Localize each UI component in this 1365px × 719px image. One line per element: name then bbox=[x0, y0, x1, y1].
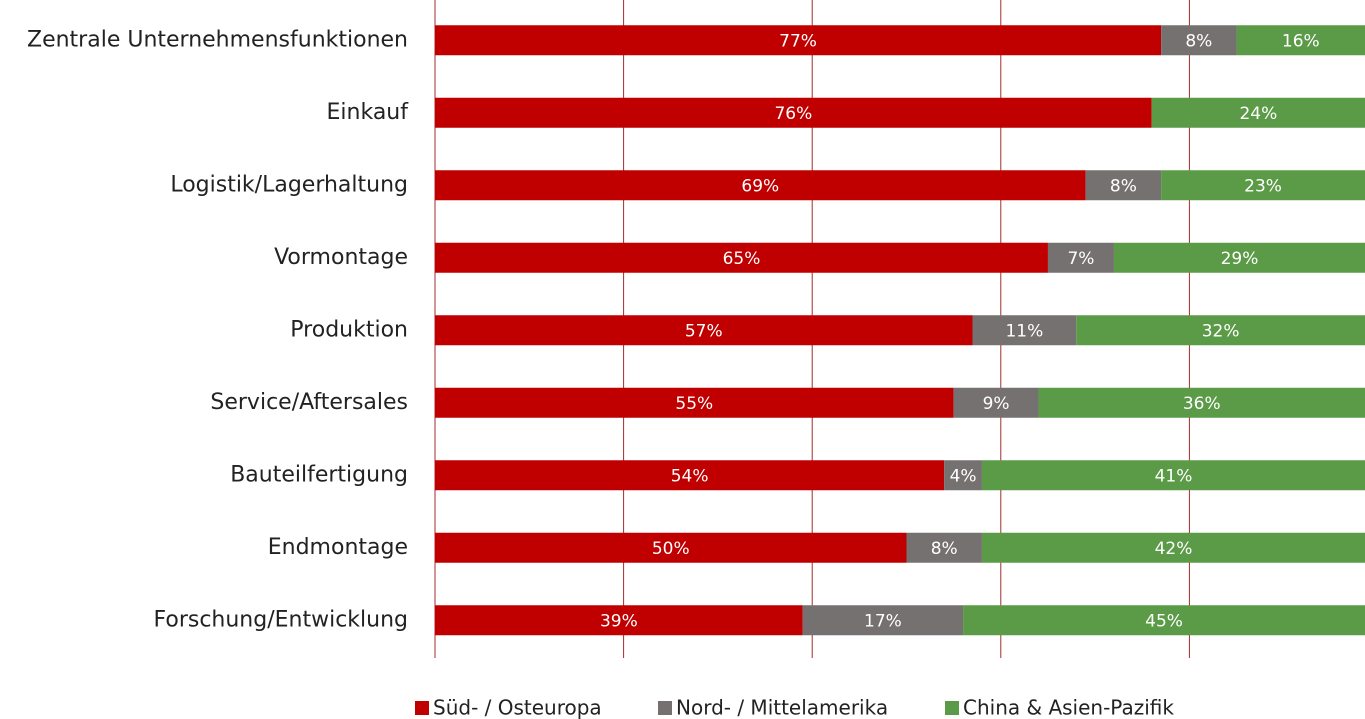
bar-segment bbox=[435, 605, 803, 636]
legend-label: China & Asien-Pazifik bbox=[963, 696, 1174, 719]
bar-segment bbox=[1113, 242, 1365, 273]
category-label: Forschung/Entwicklung bbox=[153, 607, 408, 632]
bar-segment bbox=[802, 605, 964, 636]
bar-segment bbox=[981, 460, 1365, 491]
bar-segment bbox=[906, 532, 982, 563]
bar-segment bbox=[972, 315, 1077, 346]
value-label: 57% bbox=[685, 321, 723, 341]
value-label: 16% bbox=[1282, 31, 1320, 51]
bar-segment bbox=[1076, 315, 1365, 346]
value-label: 29% bbox=[1221, 249, 1259, 269]
bar-segment bbox=[1161, 25, 1237, 56]
value-label: 55% bbox=[675, 394, 713, 414]
value-label: 76% bbox=[774, 104, 812, 124]
bar-segment bbox=[435, 387, 954, 418]
category-label: Bauteilfertigung bbox=[230, 462, 408, 487]
value-label: 77% bbox=[779, 31, 817, 51]
bar-segment bbox=[1085, 170, 1162, 201]
bar-segment bbox=[435, 97, 1152, 128]
value-label: 69% bbox=[741, 176, 779, 196]
bar-segment bbox=[435, 315, 973, 346]
value-label: 39% bbox=[600, 611, 638, 631]
category-label: Einkauf bbox=[327, 100, 410, 125]
legend-swatch bbox=[658, 701, 672, 715]
bar-segment bbox=[435, 242, 1048, 273]
bar-segment bbox=[435, 460, 945, 491]
value-label: 8% bbox=[1185, 31, 1212, 51]
category-label: Service/Aftersales bbox=[210, 390, 408, 415]
value-label: 36% bbox=[1183, 394, 1221, 414]
value-label: 8% bbox=[931, 539, 958, 559]
bar-segment bbox=[1151, 97, 1365, 128]
bar-segment bbox=[435, 532, 907, 563]
value-label: 41% bbox=[1155, 466, 1193, 486]
bar-segment bbox=[1236, 25, 1365, 56]
value-label: 24% bbox=[1239, 104, 1277, 124]
bar-segment bbox=[1047, 242, 1114, 273]
bar-segment bbox=[435, 25, 1162, 56]
category-label: Vormontage bbox=[274, 245, 408, 270]
legend-swatch bbox=[945, 701, 959, 715]
bar-segment bbox=[1038, 387, 1365, 418]
bar-segment bbox=[1161, 170, 1365, 201]
category-label: Zentrale Unternehmensfunktionen bbox=[27, 27, 408, 52]
bar-segment bbox=[953, 387, 1039, 418]
value-label: 11% bbox=[1005, 321, 1043, 341]
bar-segment bbox=[963, 605, 1365, 636]
bar-segment bbox=[435, 170, 1086, 201]
value-label: 42% bbox=[1155, 539, 1193, 559]
legend-label: Süd- / Osteuropa bbox=[433, 696, 602, 719]
bar-segment bbox=[944, 460, 982, 491]
value-label: 17% bbox=[864, 611, 902, 631]
category-label: Logistik/Lagerhaltung bbox=[170, 172, 408, 197]
value-label: 32% bbox=[1202, 321, 1240, 341]
category-label: Endmontage bbox=[268, 535, 408, 560]
value-label: 45% bbox=[1145, 611, 1183, 631]
value-label: 9% bbox=[983, 394, 1010, 414]
value-label: 4% bbox=[950, 466, 977, 486]
bar-segment bbox=[981, 532, 1365, 563]
value-label: 23% bbox=[1244, 176, 1282, 196]
value-label: 54% bbox=[671, 466, 709, 486]
value-label: 65% bbox=[723, 249, 761, 269]
value-label: 8% bbox=[1110, 176, 1137, 196]
category-label: Produktion bbox=[290, 317, 408, 342]
legend-swatch bbox=[415, 701, 429, 715]
legend-label: Nord- / Mittelamerika bbox=[676, 696, 888, 719]
value-label: 7% bbox=[1067, 249, 1094, 269]
value-label: 50% bbox=[652, 539, 690, 559]
